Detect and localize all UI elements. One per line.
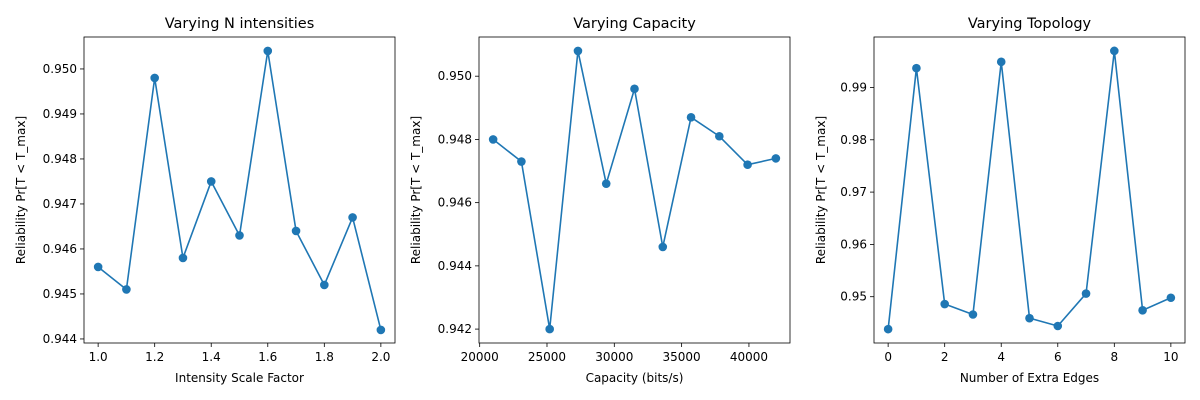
data-point bbox=[743, 160, 752, 170]
data-point bbox=[601, 179, 611, 188]
data-point bbox=[630, 84, 639, 94]
series-line bbox=[887, 50, 1172, 330]
data-point bbox=[1053, 321, 1063, 331]
x-tick-label: 1.6 bbox=[258, 350, 277, 364]
y-axis-title: Reliability Pr[T < T_max] bbox=[409, 116, 423, 264]
data-point bbox=[348, 213, 357, 222]
x-tick-label: 1.4 bbox=[202, 350, 221, 364]
data-point bbox=[771, 154, 781, 163]
data-point bbox=[996, 57, 1006, 67]
series-line bbox=[97, 50, 382, 331]
data-point bbox=[1166, 293, 1176, 303]
y-tick-label: 0.96 bbox=[840, 237, 867, 251]
y-tick-label: 0.946 bbox=[438, 196, 472, 210]
data-point bbox=[940, 299, 949, 309]
y-tick-label: 0.945 bbox=[43, 287, 77, 301]
data-point bbox=[715, 131, 724, 141]
x-tick-label: 2 bbox=[941, 350, 949, 364]
x-tick-label: 10 bbox=[1163, 350, 1178, 364]
x-tick-label: 25000 bbox=[528, 350, 566, 364]
data-point bbox=[658, 242, 668, 252]
x-tick-label: 8 bbox=[1110, 350, 1118, 364]
data-point bbox=[93, 262, 103, 272]
x-tick-label: 1.8 bbox=[315, 350, 334, 364]
y-tick-label: 0.950 bbox=[438, 69, 472, 83]
x-axis-title: Capacity (bits/s) bbox=[586, 371, 684, 385]
y-tick-label: 0.95 bbox=[840, 290, 867, 304]
y-tick-label: 0.948 bbox=[43, 152, 77, 166]
panel-topology: Varying Topology Number of Extra Edges R… bbox=[814, 16, 1186, 385]
chart-title: Varying Topology bbox=[968, 16, 1092, 32]
data-point bbox=[263, 46, 273, 56]
data-point bbox=[488, 135, 498, 144]
y-tick-label: 0.948 bbox=[438, 132, 472, 146]
panel-intensities: Varying N intensities Intensity Scale Fa… bbox=[14, 16, 396, 385]
data-point bbox=[517, 157, 526, 166]
y-tick-label: 0.947 bbox=[43, 197, 77, 211]
y-tick-label: 0.944 bbox=[43, 332, 77, 346]
data-point bbox=[150, 73, 159, 83]
x-tick-label: 35000 bbox=[663, 350, 701, 364]
x-tick-label: 2.0 bbox=[371, 350, 390, 364]
data-point bbox=[206, 177, 216, 186]
y-tick-label: 0.944 bbox=[438, 259, 472, 273]
x-tick-label: 1.2 bbox=[145, 350, 164, 364]
data-point bbox=[1025, 313, 1034, 323]
data-point bbox=[545, 324, 554, 334]
x-tick-label: 30000 bbox=[595, 350, 633, 364]
x-tick-label: 0 bbox=[884, 350, 892, 364]
plot-frame bbox=[83, 36, 396, 344]
x-tick-label: 4 bbox=[997, 350, 1005, 364]
x-axis-title: Intensity Scale Factor bbox=[175, 371, 304, 385]
data-point bbox=[883, 324, 893, 334]
plot-frame bbox=[478, 36, 791, 344]
y-tick-label: 0.946 bbox=[43, 242, 77, 256]
data-point bbox=[686, 112, 696, 122]
chart-title: Varying Capacity bbox=[573, 16, 696, 32]
y-tick-label: 0.97 bbox=[840, 185, 867, 199]
x-axis-title: Number of Extra Edges bbox=[960, 371, 1099, 385]
x-tick-label: 1.0 bbox=[89, 350, 108, 364]
y-tick-label: 0.98 bbox=[840, 133, 867, 147]
y-tick-label: 0.950 bbox=[43, 62, 77, 76]
x-tick-label: 20000 bbox=[461, 350, 499, 364]
data-point bbox=[320, 280, 329, 290]
data-point bbox=[573, 46, 583, 56]
x-tick-label: 6 bbox=[1054, 350, 1062, 364]
data-point bbox=[235, 231, 244, 240]
y-tick-label: 0.949 bbox=[43, 107, 77, 121]
data-point bbox=[122, 285, 131, 294]
data-point bbox=[912, 63, 921, 73]
y-axis-title: Reliability Pr[T < T_max] bbox=[814, 116, 828, 264]
x-tick-label: 40000 bbox=[730, 350, 768, 364]
y-tick-label: 0.942 bbox=[438, 322, 472, 336]
data-point bbox=[968, 310, 978, 319]
data-point bbox=[1110, 46, 1119, 56]
plot-frame bbox=[873, 36, 1186, 344]
data-point bbox=[178, 253, 188, 263]
data-point bbox=[1138, 306, 1147, 315]
y-tick-label: 0.99 bbox=[840, 80, 867, 94]
data-point bbox=[1081, 289, 1091, 298]
panel-capacity: Varying Capacity Capacity (bits/s) Relia… bbox=[409, 16, 791, 385]
data-point bbox=[291, 226, 301, 236]
data-point bbox=[376, 325, 386, 335]
y-axis-title: Reliability Pr[T < T_max] bbox=[14, 116, 28, 264]
chart-title: Varying N intensities bbox=[165, 16, 315, 32]
